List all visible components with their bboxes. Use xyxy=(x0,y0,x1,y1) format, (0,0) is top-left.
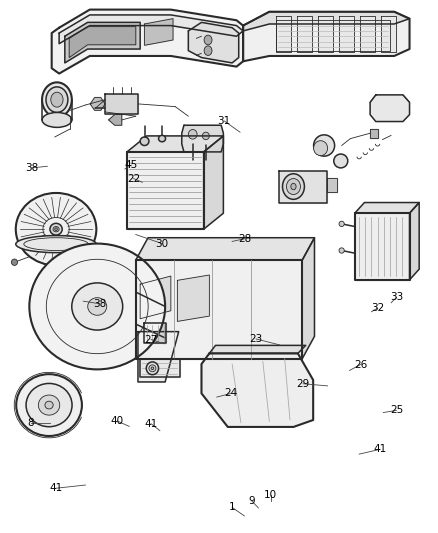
Text: 33: 33 xyxy=(390,293,403,302)
Ellipse shape xyxy=(55,228,57,231)
Ellipse shape xyxy=(42,112,72,127)
Polygon shape xyxy=(410,203,419,280)
Ellipse shape xyxy=(291,183,296,190)
Polygon shape xyxy=(140,276,171,319)
Text: 26: 26 xyxy=(354,360,367,369)
Ellipse shape xyxy=(286,179,300,195)
Text: 24: 24 xyxy=(225,389,238,398)
Polygon shape xyxy=(279,171,327,203)
Ellipse shape xyxy=(46,87,68,112)
Ellipse shape xyxy=(53,227,59,232)
Ellipse shape xyxy=(151,367,154,370)
Polygon shape xyxy=(327,178,337,192)
Polygon shape xyxy=(355,213,410,280)
Polygon shape xyxy=(204,136,223,229)
Polygon shape xyxy=(105,94,138,114)
Text: 27: 27 xyxy=(145,335,158,344)
Polygon shape xyxy=(188,22,239,63)
Polygon shape xyxy=(59,15,243,44)
Text: 41: 41 xyxy=(49,483,63,493)
Polygon shape xyxy=(177,275,209,321)
Polygon shape xyxy=(201,353,313,427)
Ellipse shape xyxy=(72,283,123,330)
Ellipse shape xyxy=(51,259,61,269)
Polygon shape xyxy=(109,115,122,125)
Ellipse shape xyxy=(16,236,96,253)
Ellipse shape xyxy=(204,46,212,55)
Polygon shape xyxy=(144,323,166,343)
Text: 25: 25 xyxy=(390,406,403,415)
Polygon shape xyxy=(318,16,333,52)
Ellipse shape xyxy=(339,248,344,253)
Polygon shape xyxy=(182,125,223,152)
Polygon shape xyxy=(65,22,140,63)
Polygon shape xyxy=(127,136,223,152)
Text: 28: 28 xyxy=(238,234,251,244)
Ellipse shape xyxy=(159,135,166,142)
Ellipse shape xyxy=(11,259,18,265)
Polygon shape xyxy=(140,359,180,377)
Text: 1: 1 xyxy=(229,503,236,512)
Text: 23: 23 xyxy=(250,334,263,344)
Polygon shape xyxy=(138,332,179,382)
Ellipse shape xyxy=(188,130,197,139)
Text: 8: 8 xyxy=(27,418,34,427)
Polygon shape xyxy=(209,345,306,353)
Polygon shape xyxy=(69,27,136,58)
Text: 22: 22 xyxy=(127,174,140,183)
Polygon shape xyxy=(145,19,173,45)
Ellipse shape xyxy=(50,223,62,235)
Polygon shape xyxy=(243,12,410,61)
Polygon shape xyxy=(302,238,314,359)
Ellipse shape xyxy=(51,92,63,107)
Polygon shape xyxy=(52,10,243,74)
Ellipse shape xyxy=(16,374,82,436)
Ellipse shape xyxy=(146,362,159,375)
Polygon shape xyxy=(297,16,312,52)
Text: 45: 45 xyxy=(125,160,138,170)
Text: 40: 40 xyxy=(111,416,124,426)
Ellipse shape xyxy=(314,141,328,156)
Text: 38: 38 xyxy=(25,163,38,173)
Text: 30: 30 xyxy=(155,239,169,248)
Ellipse shape xyxy=(42,82,72,117)
Ellipse shape xyxy=(29,244,165,369)
Ellipse shape xyxy=(140,137,149,146)
Ellipse shape xyxy=(204,35,212,45)
Text: 9: 9 xyxy=(248,496,255,506)
Ellipse shape xyxy=(339,221,344,227)
Ellipse shape xyxy=(314,135,335,156)
Ellipse shape xyxy=(39,395,60,415)
Text: 38: 38 xyxy=(93,299,106,309)
Ellipse shape xyxy=(149,365,156,372)
Polygon shape xyxy=(381,16,396,52)
Text: 32: 32 xyxy=(371,303,384,313)
Text: 31: 31 xyxy=(218,116,231,126)
Ellipse shape xyxy=(16,193,96,265)
Polygon shape xyxy=(360,16,375,52)
Ellipse shape xyxy=(202,132,209,140)
Ellipse shape xyxy=(45,401,53,409)
Polygon shape xyxy=(276,16,291,52)
Ellipse shape xyxy=(53,261,59,266)
Polygon shape xyxy=(243,12,410,31)
Polygon shape xyxy=(370,95,410,122)
Ellipse shape xyxy=(26,383,72,427)
Ellipse shape xyxy=(283,174,304,199)
Text: 29: 29 xyxy=(297,379,310,389)
Polygon shape xyxy=(136,238,314,260)
Ellipse shape xyxy=(334,154,348,168)
Polygon shape xyxy=(127,152,204,229)
Polygon shape xyxy=(370,129,378,138)
Text: 10: 10 xyxy=(264,490,277,499)
Text: 41: 41 xyxy=(145,419,158,429)
Text: 41: 41 xyxy=(374,445,387,454)
Ellipse shape xyxy=(88,297,107,316)
Polygon shape xyxy=(339,16,354,52)
Polygon shape xyxy=(136,260,302,359)
Polygon shape xyxy=(90,98,105,110)
Polygon shape xyxy=(355,203,419,213)
